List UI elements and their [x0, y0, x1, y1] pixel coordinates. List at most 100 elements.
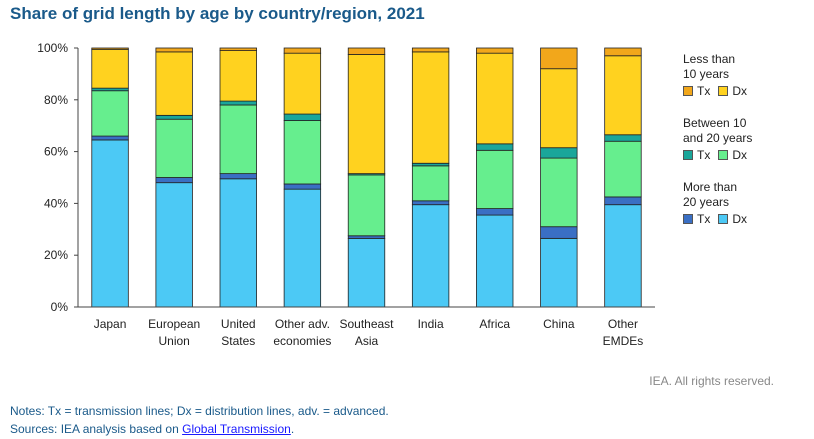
- bar-segment: [91, 47, 129, 50]
- legend-item-tx: Tx: [683, 84, 710, 98]
- bar-segment: [476, 143, 514, 151]
- legend-swatch: [683, 150, 693, 160]
- y-axis: 0% 20% 40% 60% 80% 100%: [37, 41, 79, 314]
- bar-segment: [347, 237, 386, 308]
- y-tick-label: 80%: [44, 93, 68, 107]
- bar-segment: [476, 47, 514, 54]
- bar-segment: [540, 226, 578, 239]
- legend-swatch: [718, 150, 729, 160]
- legend-item-dx: Dx: [718, 84, 747, 98]
- bar-segment: [604, 140, 642, 198]
- legend-heading: Less than 10 years: [683, 52, 736, 81]
- legend-item-tx: Tx: [683, 212, 710, 226]
- legend-swatch: [718, 214, 729, 224]
- bar-segment: [476, 149, 514, 209]
- legend-heading: Between 10 and 20 years: [683, 116, 753, 145]
- bar-stack: [604, 47, 642, 308]
- chart-title: Share of grid length by age by country/r…: [10, 4, 425, 23]
- bar-segment: [219, 178, 257, 308]
- bar-stack: [283, 47, 322, 308]
- bar-segment: [540, 47, 578, 70]
- bar-segment: [411, 165, 450, 202]
- x-tick-label: Other EMDEs: [603, 317, 644, 348]
- global-transmission-link[interactable]: Global Transmission: [182, 422, 291, 436]
- x-tick-label: Japan: [94, 317, 127, 331]
- legend-swatch: [683, 86, 693, 96]
- x-tick-label: United States: [221, 317, 256, 348]
- copyright-text: IEA. All rights reserved.: [649, 374, 774, 388]
- bar-stack: [347, 47, 386, 308]
- notes: Notes: Tx = transmission lines; Dx = dis…: [10, 402, 389, 438]
- bar-segment: [283, 113, 322, 121]
- bar-segment: [155, 118, 193, 178]
- y-tick-label: 0%: [51, 300, 69, 314]
- bar-segment: [347, 54, 386, 175]
- bar-segment: [540, 157, 578, 228]
- x-axis: Japan European Union United States Other adv.…: [78, 306, 655, 348]
- bar-segment: [476, 208, 514, 216]
- bar-segment: [155, 51, 193, 116]
- bar-segment: [155, 114, 193, 120]
- bar-segment: [604, 196, 642, 206]
- bar-segment: [604, 134, 642, 142]
- bars: [91, 47, 642, 308]
- bar-segment: [219, 173, 257, 180]
- legend-swatch: [683, 214, 693, 224]
- bar-segment: [155, 182, 193, 308]
- legend-item-dx: Dx: [718, 148, 747, 162]
- legend-swatch: [718, 86, 729, 96]
- y-tick-label: 20%: [44, 248, 68, 262]
- bar-segment: [604, 55, 642, 136]
- bar-stack: [91, 47, 129, 308]
- legend-group-more-than-20: More than 20 years Tx Dx: [683, 180, 808, 226]
- bar-segment: [219, 50, 257, 102]
- bar-segment: [540, 68, 578, 149]
- x-tick-label: China: [543, 317, 575, 331]
- x-tick-label: Africa: [479, 317, 510, 331]
- legend-group-10-to-20: Between 10 and 20 years Tx Dx: [683, 116, 808, 162]
- legend: Less than 10 years Tx Dx Between 10 and …: [683, 52, 808, 244]
- y-tick-label: 60%: [44, 145, 68, 159]
- x-tick-label: Southeast Asia: [339, 317, 394, 348]
- bar-segment: [476, 52, 514, 145]
- bar-segment: [91, 48, 129, 89]
- bar-segment: [540, 237, 578, 308]
- x-tick-label: Other adv. economies: [273, 317, 331, 348]
- bar-segment: [219, 104, 257, 175]
- bar-segment: [219, 100, 257, 106]
- bar-segment: [283, 120, 322, 185]
- sources-line: Sources: IEA analysis based on Global Tr…: [10, 422, 295, 436]
- stacked-bar-chart: 0% 20% 40% 60% 80% 100% Japan European Union Uni…: [37, 41, 655, 348]
- bar-segment: [411, 204, 450, 308]
- x-tick-label: India: [418, 317, 444, 331]
- bar-stack: [411, 47, 450, 308]
- bar-segment: [347, 47, 386, 55]
- y-tick-label: 100%: [37, 41, 68, 55]
- bar-segment: [411, 200, 450, 206]
- notes-line: Notes: Tx = transmission lines; Dx = dis…: [10, 404, 389, 418]
- bar-segment: [91, 135, 129, 141]
- x-tick-label: European Union: [148, 317, 200, 348]
- legend-group-less-than-10: Less than 10 years Tx Dx: [683, 52, 808, 98]
- bar-stack: [540, 47, 578, 308]
- bar-segment: [604, 47, 642, 57]
- bar-segment: [219, 47, 257, 51]
- bar-segment: [283, 188, 322, 308]
- bar-segment: [411, 51, 450, 164]
- bar-stack: [155, 47, 193, 308]
- bar-segment: [91, 90, 129, 137]
- bar-segment: [155, 177, 193, 184]
- bar-segment: [283, 183, 322, 190]
- y-tick-label: 40%: [44, 196, 68, 210]
- bar-stack: [476, 47, 514, 308]
- bar-segment: [540, 147, 578, 159]
- bar-segment: [91, 139, 129, 308]
- bar-segment: [283, 52, 322, 115]
- bar-segment: [347, 174, 386, 237]
- bar-stack: [219, 47, 257, 308]
- legend-heading: More than 20 years: [683, 180, 738, 209]
- bar-segment: [283, 47, 322, 54]
- legend-item-dx: Dx: [718, 212, 747, 226]
- bar-segment: [476, 214, 514, 308]
- legend-item-tx: Tx: [683, 148, 710, 162]
